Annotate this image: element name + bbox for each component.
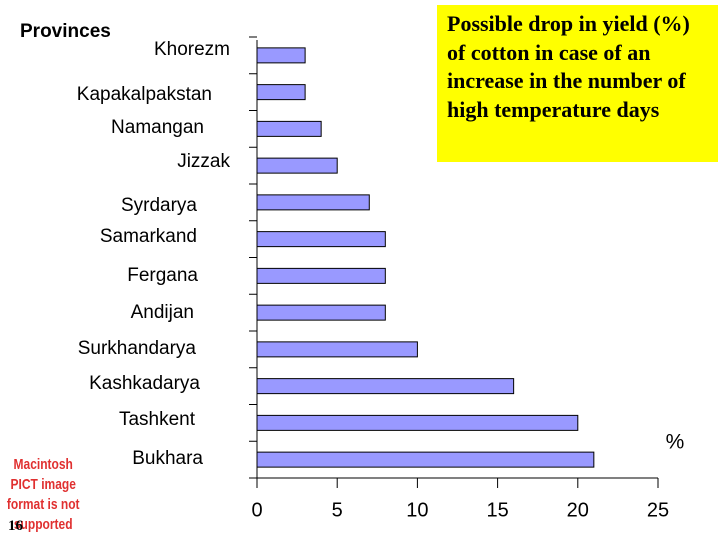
bar	[256, 378, 515, 395]
y-tick-label: Namangan	[111, 117, 204, 138]
bar	[256, 47, 306, 64]
y-tick-label: Bukhara	[132, 448, 203, 469]
x-tick-label: 0	[251, 499, 262, 521]
bar	[256, 451, 595, 468]
bar	[256, 414, 579, 431]
bar	[256, 84, 306, 101]
y-tick-label: Tashkent	[119, 409, 196, 430]
x-tick-label: 25	[647, 499, 669, 521]
chart-title: Possible drop in yield (%) of cotton in …	[437, 5, 718, 162]
y-tick-label: Samarkand	[100, 226, 197, 247]
y-tick-label: Fergana	[127, 265, 198, 286]
y-tick-label: Syrdarya	[121, 195, 197, 216]
x-tick-label: 10	[406, 499, 428, 521]
x-tick-label: 15	[486, 499, 508, 521]
bar	[256, 194, 370, 211]
y-tick-label: Khorezm	[154, 39, 230, 60]
y-tick-label: Surkhandarya	[78, 338, 197, 359]
bar	[256, 304, 386, 321]
y-tick-label: Kapakalpakstan	[77, 84, 212, 105]
image-placeholder: Macintosh PICT image format is not suppo…	[6, 456, 80, 533]
y-tick-label: Kashkadarya	[89, 373, 200, 394]
x-tick-label: 20	[567, 499, 589, 521]
page-number: 16	[8, 518, 23, 534]
x-axis-label: %	[666, 431, 685, 454]
bar	[256, 231, 386, 248]
x-tick-label: 5	[332, 499, 343, 521]
y-tick-label: Jizzak	[177, 151, 230, 172]
bar	[256, 120, 322, 137]
bar	[256, 341, 418, 358]
bar	[256, 157, 338, 174]
y-tick-label: Andijan	[131, 302, 194, 323]
bar	[256, 267, 386, 284]
y-axis-label: Provinces	[20, 21, 111, 42]
